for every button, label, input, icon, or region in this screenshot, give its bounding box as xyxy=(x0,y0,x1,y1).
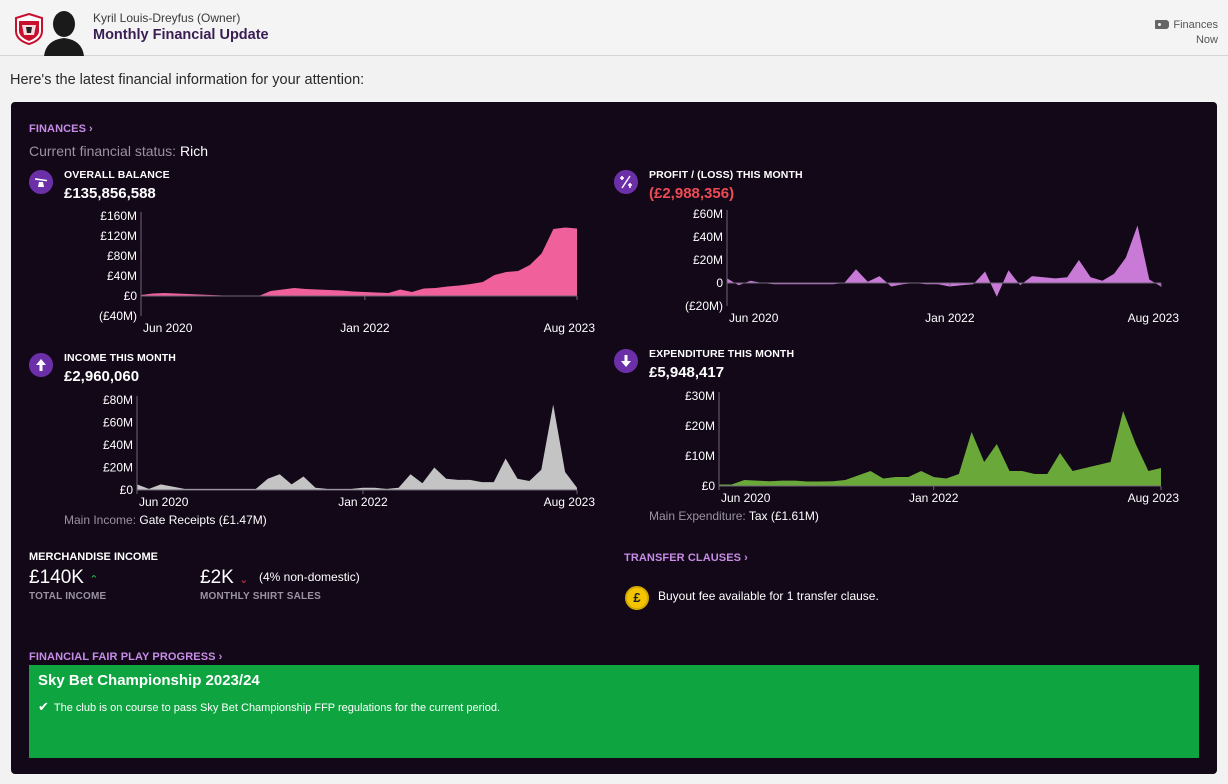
profit-series-area[interactable] xyxy=(727,225,1161,297)
profit-label: PROFIT / (LOSS) THIS MONTH xyxy=(649,169,803,181)
balance-value: £135,856,588 xyxy=(64,185,156,202)
profit-chart[interactable]: £60M £40M £20M 0 (£20M) Jun 2020 Jan 2022 Aug 2… xyxy=(653,203,1187,343)
expenditure-x-tick-label: Jun 2020 xyxy=(721,491,771,505)
balance-series-area[interactable] xyxy=(141,227,577,297)
balance-y-tick-label: £120M xyxy=(100,229,137,243)
expenditure-series-area[interactable] xyxy=(719,411,1161,486)
profit-x-tick-label: Jun 2020 xyxy=(729,311,779,325)
financial-status: Current financial status: Rich xyxy=(29,143,208,159)
income-up-icon xyxy=(29,353,53,377)
total-income-caption: TOTAL INCOME xyxy=(29,591,107,602)
profit-y-tick-label: £40M xyxy=(693,230,723,244)
balance-x-tick-label: Jan 2022 xyxy=(340,321,390,335)
expenditure-y-tick-label: £0 xyxy=(702,479,716,493)
balance-label: OVERALL BALANCE xyxy=(64,169,170,181)
profit-value: (£2,988,356) xyxy=(649,185,735,202)
income-y-tick-label: £40M xyxy=(103,438,133,452)
income-y-tick-label: £80M xyxy=(103,393,133,407)
balance-y-tick-label: £40M xyxy=(107,269,137,283)
intro-text: Here's the latest financial information … xyxy=(10,72,365,88)
message-subject: Monthly Financial Update xyxy=(93,27,269,43)
profit-x-tick-label: Aug 2023 xyxy=(1128,311,1180,325)
income-x-tick-label: Jan 2022 xyxy=(338,495,388,509)
income-value: £2,960,060 xyxy=(64,368,140,385)
ffp-status-box: Sky Bet Championship 2023/24 ✔ The club i… xyxy=(29,665,1199,758)
income-chart[interactable]: £80M £60M £40M £20M £0 Jun 2020 Jan 2022 Aug 20… xyxy=(69,390,603,512)
income-label: INCOME THIS MONTH xyxy=(64,352,176,364)
expenditure-x-tick-label: Aug 2023 xyxy=(1128,491,1180,505)
income-y-tick-label: £60M xyxy=(103,416,133,430)
profit-x-tick-label: Jan 2022 xyxy=(925,311,975,325)
trend-down-icon: ⌄ xyxy=(239,574,249,586)
income-series-area[interactable] xyxy=(137,404,577,491)
ffp-status-text: ✔ The club is on course to pass Sky Bet C… xyxy=(38,699,501,714)
balance-chart[interactable]: £160M £120M £80M £40M £0 (£40M) Jun 2020 Jan 20… xyxy=(69,206,603,344)
finance-panel: FINANCES › Current financial status: Rich… xyxy=(11,102,1217,774)
message-category[interactable]: Finances xyxy=(1173,19,1218,31)
expenditure-down-icon xyxy=(614,349,638,373)
owner-avatar[interactable] xyxy=(42,6,86,56)
balance-y-tick-label: £80M xyxy=(107,249,137,263)
profit-y-tick-label: £60M xyxy=(693,207,723,221)
balance-y-tick-label: £160M xyxy=(100,209,137,223)
balance-x-tick-label: Jun 2020 xyxy=(143,321,193,335)
income-y-tick-label: £20M xyxy=(103,461,133,475)
expenditure-label: EXPENDITURE THIS MONTH xyxy=(649,348,795,360)
tag-icon xyxy=(1155,20,1170,29)
shirt-sales-value: £2K ⌄ xyxy=(200,567,249,588)
expenditure-y-tick-label: £30M xyxy=(685,389,715,403)
expenditure-value: £5,948,417 xyxy=(649,364,725,381)
main-income-value: Gate Receipts (£1.47M) xyxy=(139,513,267,527)
profit-loss-icon xyxy=(614,170,638,194)
profit-y-tick-label: (£20M) xyxy=(685,299,723,313)
chevron-right-icon: › xyxy=(218,651,223,663)
club-crest-icon xyxy=(15,13,43,45)
shirt-sales-caption: MONTHLY SHIRT SALES xyxy=(200,591,322,602)
transfer-clause-text: Buyout fee available for 1 transfer clau… xyxy=(658,589,879,603)
message-meta: Finances Now xyxy=(1155,18,1218,48)
pound-coin-icon: £ xyxy=(625,586,649,610)
expenditure-chart[interactable]: £30M £20M £10M £0 Jun 2020 Jan 2022 Aug 2023 xyxy=(653,386,1187,508)
expenditure-y-tick-label: £10M xyxy=(685,449,715,463)
expenditure-y-tick-label: £20M xyxy=(685,419,715,433)
sender-name[interactable]: Kyril Louis-Dreyfus (Owner) xyxy=(93,11,241,25)
balance-y-tick-label: (£40M) xyxy=(99,309,137,323)
message-time: Now xyxy=(1195,34,1218,46)
main-income: Main Income: Gate Receipts (£1.47M) xyxy=(64,513,267,527)
main-expenditure: Main Expenditure: Tax (£1.61M) xyxy=(649,509,819,523)
finances-link[interactable]: FINANCES › xyxy=(29,123,93,135)
ffp-progress-link[interactable]: FINANCIAL FAIR PLAY PROGRESS › xyxy=(29,651,223,663)
main-expenditure-value: Tax (£1.61M) xyxy=(748,509,819,523)
profit-y-tick-label: £20M xyxy=(693,253,723,267)
checkmark-icon: ✔ xyxy=(38,699,49,714)
income-x-tick-label: Aug 2023 xyxy=(544,495,596,509)
balance-x-tick-label: Aug 2023 xyxy=(544,321,596,335)
transfer-clauses-link[interactable]: TRANSFER CLAUSES › xyxy=(624,552,748,564)
income-x-tick-label: Jun 2020 xyxy=(139,495,189,509)
total-income-value: £140K ⌃ xyxy=(29,567,99,588)
ffp-competition: Sky Bet Championship 2023/24 xyxy=(38,672,260,689)
income-y-tick-label: £0 xyxy=(120,483,134,497)
message-header: Kyril Louis-Dreyfus (Owner) Monthly Fina… xyxy=(0,0,1228,56)
balance-icon xyxy=(29,170,53,194)
financial-status-value: Rich xyxy=(179,143,208,159)
expenditure-x-tick-label: Jan 2022 xyxy=(909,491,959,505)
profit-y-tick-label: 0 xyxy=(716,276,723,290)
chevron-right-icon: › xyxy=(744,552,748,564)
non-domestic-share: (4% non-domestic) xyxy=(259,570,360,584)
trend-up-icon: ⌃ xyxy=(89,574,99,586)
balance-y-tick-label: £0 xyxy=(124,289,138,303)
chevron-right-icon: › xyxy=(89,123,93,135)
merchandise-title: MERCHANDISE INCOME xyxy=(29,551,158,563)
